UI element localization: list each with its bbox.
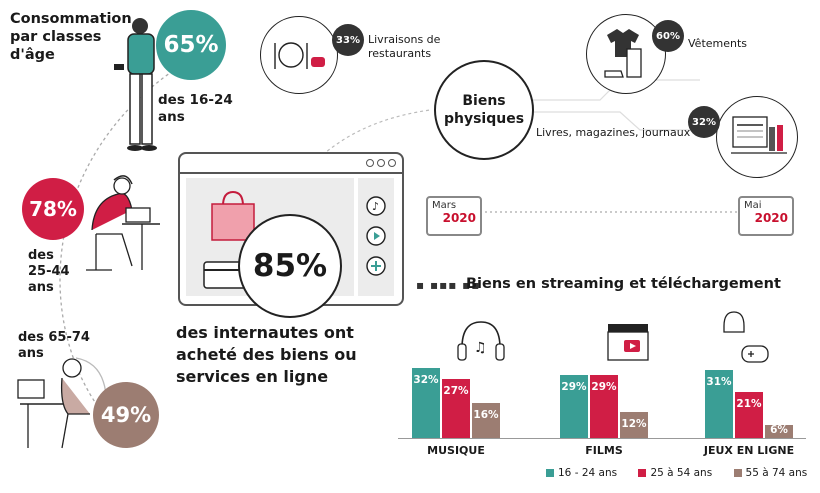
bar-musique-series-2: 16%: [472, 403, 500, 438]
calendar-start: Mars 2020: [426, 196, 482, 236]
restaurant-percent-badge: 33%: [332, 24, 364, 56]
window-dot-icon: [377, 159, 385, 167]
window-dot-icon: [388, 159, 396, 167]
age-16-24-percent-circle: 65%: [156, 10, 226, 80]
bar-value-label: 32%: [413, 374, 439, 386]
bar-films-series-1: 29%: [590, 374, 618, 438]
bar-jeux-en-ligne-series-1: 21%: [735, 392, 763, 438]
legend-item: 16 - 24 ans: [546, 467, 617, 479]
bar-jeux-en-ligne-series-0: 31%: [705, 370, 733, 438]
newspaper-icon-circle: [716, 96, 798, 178]
legend-item: 25 à 54 ans: [638, 467, 712, 479]
adult-person-laptop-illustration: [86, 175, 160, 271]
streaming-bar-chart: ♫ 32% 27% 16% MUSIQUE 29% 29% 12% FILMS 31% 21% 6%…: [400, 300, 820, 457]
headline-text: des internautes ont acheté des biens ou …: [176, 323, 357, 386]
tshirt-icon: [604, 29, 642, 78]
legend-item: 55 à 74 ans: [733, 467, 807, 479]
bar-jeux-en-ligne-series-2: 6%: [765, 424, 793, 438]
age-65-74-percent-circle: 49%: [93, 382, 159, 448]
age-16-24-label: des 16-24 ans: [158, 92, 233, 125]
chart-legend: 16 - 24 ans 25 à 54 ans 55 à 74 ans: [546, 467, 807, 479]
calendar-end: Mai 2020: [738, 196, 794, 236]
headline-percent-circle: 85%: [238, 214, 342, 318]
senior-person-desk-illustration: [17, 357, 108, 449]
category-label: FILMS: [585, 444, 623, 457]
bar-films-series-2: 12%: [620, 411, 648, 438]
bar-value-label: 16%: [473, 409, 499, 421]
page-title: Consommation par classes d'âge: [10, 11, 132, 63]
category-label: MUSIQUE: [427, 444, 485, 457]
books-label: Livres, magazines, journaux: [536, 126, 691, 139]
clapperboard-icon: [607, 324, 649, 361]
physical-goods-circle: Biens physiques: [434, 60, 534, 160]
music-note-icon: ♪: [366, 196, 386, 216]
bar-value-label: 12%: [621, 417, 647, 430]
gamepad-icon: [366, 256, 386, 276]
clothing-icon-circle: [586, 14, 666, 94]
svg-text:♪: ♪: [372, 200, 379, 213]
bar-films-series-0: 29%: [560, 374, 588, 438]
headphones-icon: ♫: [457, 321, 505, 361]
clothing-label: Vêtements: [688, 37, 748, 50]
svg-text:♫: ♫: [474, 340, 487, 356]
category-label: JEUX EN LIGNE: [703, 444, 795, 457]
bar-value-label: 29%: [591, 380, 617, 393]
bar-value-label: 29%: [561, 380, 587, 393]
shopping-bag-icon: [211, 190, 255, 241]
window-dot-icon: [366, 159, 374, 167]
bar-value-label: 6%: [770, 424, 788, 437]
restaurant-icon-circle: [260, 16, 338, 94]
bar-value-label: 31%: [706, 376, 732, 389]
young-person-illustration: [114, 18, 157, 151]
age-25-44-percent-circle: 78%: [22, 178, 84, 240]
newspaper-icon: [731, 116, 787, 154]
game-controller-icon: [723, 311, 769, 363]
restaurant-label: Livraisons de restaurants: [368, 33, 441, 60]
clothing-percent-badge: 60%: [652, 20, 684, 52]
bar-value-label: 21%: [736, 398, 762, 411]
age-65-74-label: des 65-74 ans: [18, 330, 90, 361]
bar-musique-series-1: 27%: [442, 378, 470, 438]
play-icon: [366, 226, 386, 246]
books-percent-badge: 32%: [688, 106, 720, 138]
streaming-chart-title: Biens en streaming et téléchargement: [466, 276, 781, 292]
bar-value-label: 27%: [443, 384, 469, 397]
streaming-title-dots: ▪ ▪▪▪ ▪▪: [416, 278, 481, 292]
food-plate-icon: [274, 42, 325, 69]
bar-musique-series-0: 32%: [412, 368, 440, 438]
age-25-44-label: des 25-44 ans: [28, 248, 70, 295]
chart-baseline: [398, 438, 806, 439]
